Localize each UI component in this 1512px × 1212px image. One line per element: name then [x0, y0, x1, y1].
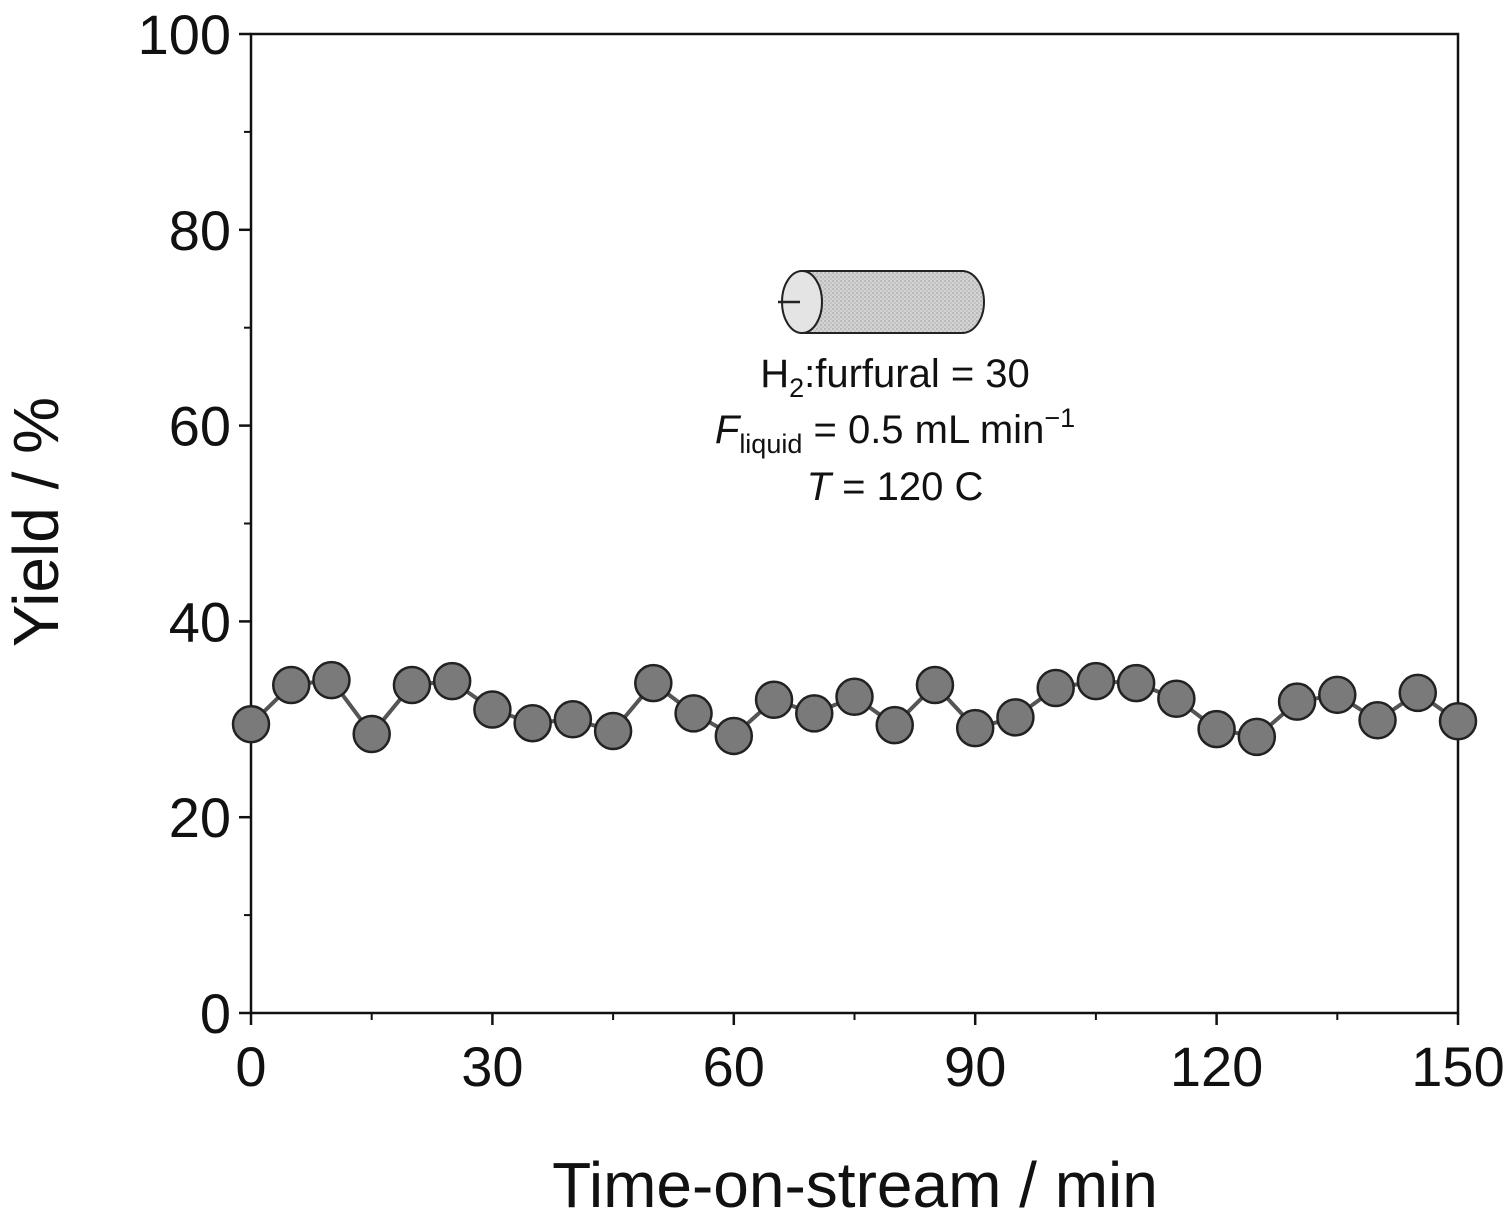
- data-point: [634, 663, 673, 703]
- data-point: [714, 716, 754, 756]
- plot-frame: [249, 32, 1460, 1015]
- data-point: [432, 661, 472, 701]
- x-tick-label: 0: [235, 1035, 266, 1098]
- reactor-cylinder-icon: [778, 270, 985, 334]
- data-point: [1076, 661, 1116, 701]
- y-tick-label: 20: [169, 786, 231, 849]
- data-point: [1358, 701, 1397, 740]
- annotation-temperature: T = 120 C: [807, 465, 984, 509]
- x-tick-label: 60: [703, 1035, 765, 1098]
- data-point: [1116, 663, 1156, 703]
- data-point: [795, 694, 834, 733]
- data-point: [231, 704, 271, 744]
- data-point: [352, 714, 391, 754]
- data-point: [996, 698, 1035, 737]
- data-point: [1237, 717, 1277, 757]
- annotation-h2-ratio: H2:furfural = 30: [760, 352, 1030, 403]
- data-point: [312, 660, 351, 700]
- data-point: [553, 700, 593, 739]
- x-axis-title: Time-on-stream / min: [552, 1149, 1158, 1212]
- y-tick-label: 0: [200, 982, 231, 1045]
- x-tick-label: 150: [1411, 1035, 1504, 1098]
- y-tick-label: 40: [169, 590, 231, 653]
- data-point: [875, 705, 914, 745]
- data-point: [835, 677, 874, 717]
- y-tick-label: 100: [138, 3, 231, 66]
- data-point: [392, 665, 432, 705]
- data-markers: [231, 660, 1478, 757]
- data-point: [1036, 668, 1075, 708]
- y-tick-label: 80: [169, 199, 231, 262]
- data-point: [1197, 709, 1236, 749]
- data-point: [593, 711, 633, 751]
- data-point: [915, 665, 955, 705]
- y-tick-label: 60: [169, 395, 231, 458]
- data-point: [513, 703, 552, 743]
- conditions-annotation: H2:furfural = 30 Fliquid = 0.5 mL min−1 …: [715, 352, 1075, 509]
- y-axis-title: Yield / %: [0, 397, 72, 647]
- data-point: [754, 680, 794, 719]
- data-point: [473, 690, 512, 729]
- data-point: [955, 708, 995, 748]
- data-point: [1277, 682, 1317, 721]
- axes: 0 30 60 90 120 150 0 20 40 60 80 100: [138, 3, 1505, 1098]
- x-tick-label: 90: [944, 1035, 1006, 1098]
- data-point: [1318, 675, 1357, 715]
- x-tick-label: 120: [1170, 1035, 1263, 1098]
- data-point: [1398, 673, 1438, 713]
- data-point: [271, 665, 311, 705]
- data-point: [1157, 679, 1196, 718]
- data-point: [674, 694, 713, 733]
- x-tick-label: 30: [461, 1035, 523, 1098]
- annotation-flow-rate: Fliquid = 0.5 mL min−1: [715, 403, 1075, 459]
- data-point: [1438, 702, 1478, 741]
